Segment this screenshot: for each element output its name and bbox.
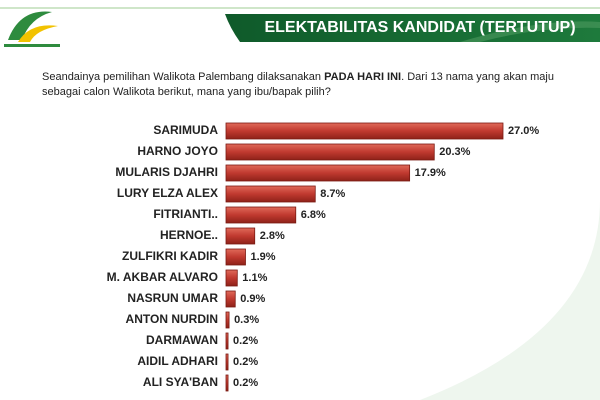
subtitle-text: Seandainya pemilihan Walikota Palembang … (42, 71, 325, 83)
value-label: 0.3% (234, 314, 259, 326)
bar (225, 353, 229, 371)
bar (225, 143, 435, 161)
subtitle-bold: PADA HARI INI (324, 71, 402, 83)
value-label: 0.2% (233, 356, 258, 368)
bar (225, 206, 297, 224)
bar (225, 290, 236, 308)
bar (225, 122, 504, 140)
category-label: ALI SYA'BAN (143, 375, 218, 389)
bar (225, 332, 229, 350)
subtitle: Seandainya pemilihan Walikota Palembang … (42, 70, 562, 100)
category-label: ANTON NURDIN (126, 312, 218, 326)
bar (225, 248, 246, 266)
bar (225, 311, 230, 329)
category-label: SARIMUDA (153, 123, 218, 137)
category-label: LURY ELZA ALEX (117, 186, 218, 200)
value-label: 0.9% (240, 293, 265, 305)
bar (225, 227, 256, 245)
value-label: 1.1% (242, 272, 267, 284)
logo (4, 11, 60, 47)
header-swoosh (460, 21, 600, 42)
category-label: HARNO JOYO (137, 144, 218, 158)
value-label: 27.0% (508, 125, 539, 137)
category-label: NASRUN UMAR (127, 291, 218, 305)
category-label: AIDIL ADHARI (137, 354, 218, 368)
value-label: 6.8% (301, 209, 326, 221)
category-label: M. AKBAR ALVARO (107, 270, 218, 284)
bar (225, 269, 238, 287)
value-label: 2.8% (260, 230, 285, 242)
category-label: DARMAWAN (146, 333, 218, 347)
value-label: 20.3% (439, 146, 470, 158)
value-label: 0.2% (233, 335, 258, 347)
bar (225, 374, 229, 392)
chart-title: ELEKTABILITAS KANDIDAT (TERTUTUP) (264, 19, 575, 36)
category-label: ZULFIKRI KADIR (122, 249, 218, 263)
value-label: 0.2% (233, 377, 258, 389)
category-label: MULARIS DJAHRI (115, 165, 218, 179)
subtitle-text: . Dari 13 nama yang akan maju sebagai ca… (42, 71, 554, 98)
bar (225, 164, 411, 182)
category-label: FITRIANTI.. (153, 207, 218, 221)
decoration (420, 200, 600, 400)
bar (225, 185, 316, 203)
value-label: 8.7% (320, 188, 345, 200)
value-label: 1.9% (250, 251, 275, 263)
category-label: HERNOE.. (160, 228, 218, 242)
value-label: 17.9% (415, 167, 446, 179)
